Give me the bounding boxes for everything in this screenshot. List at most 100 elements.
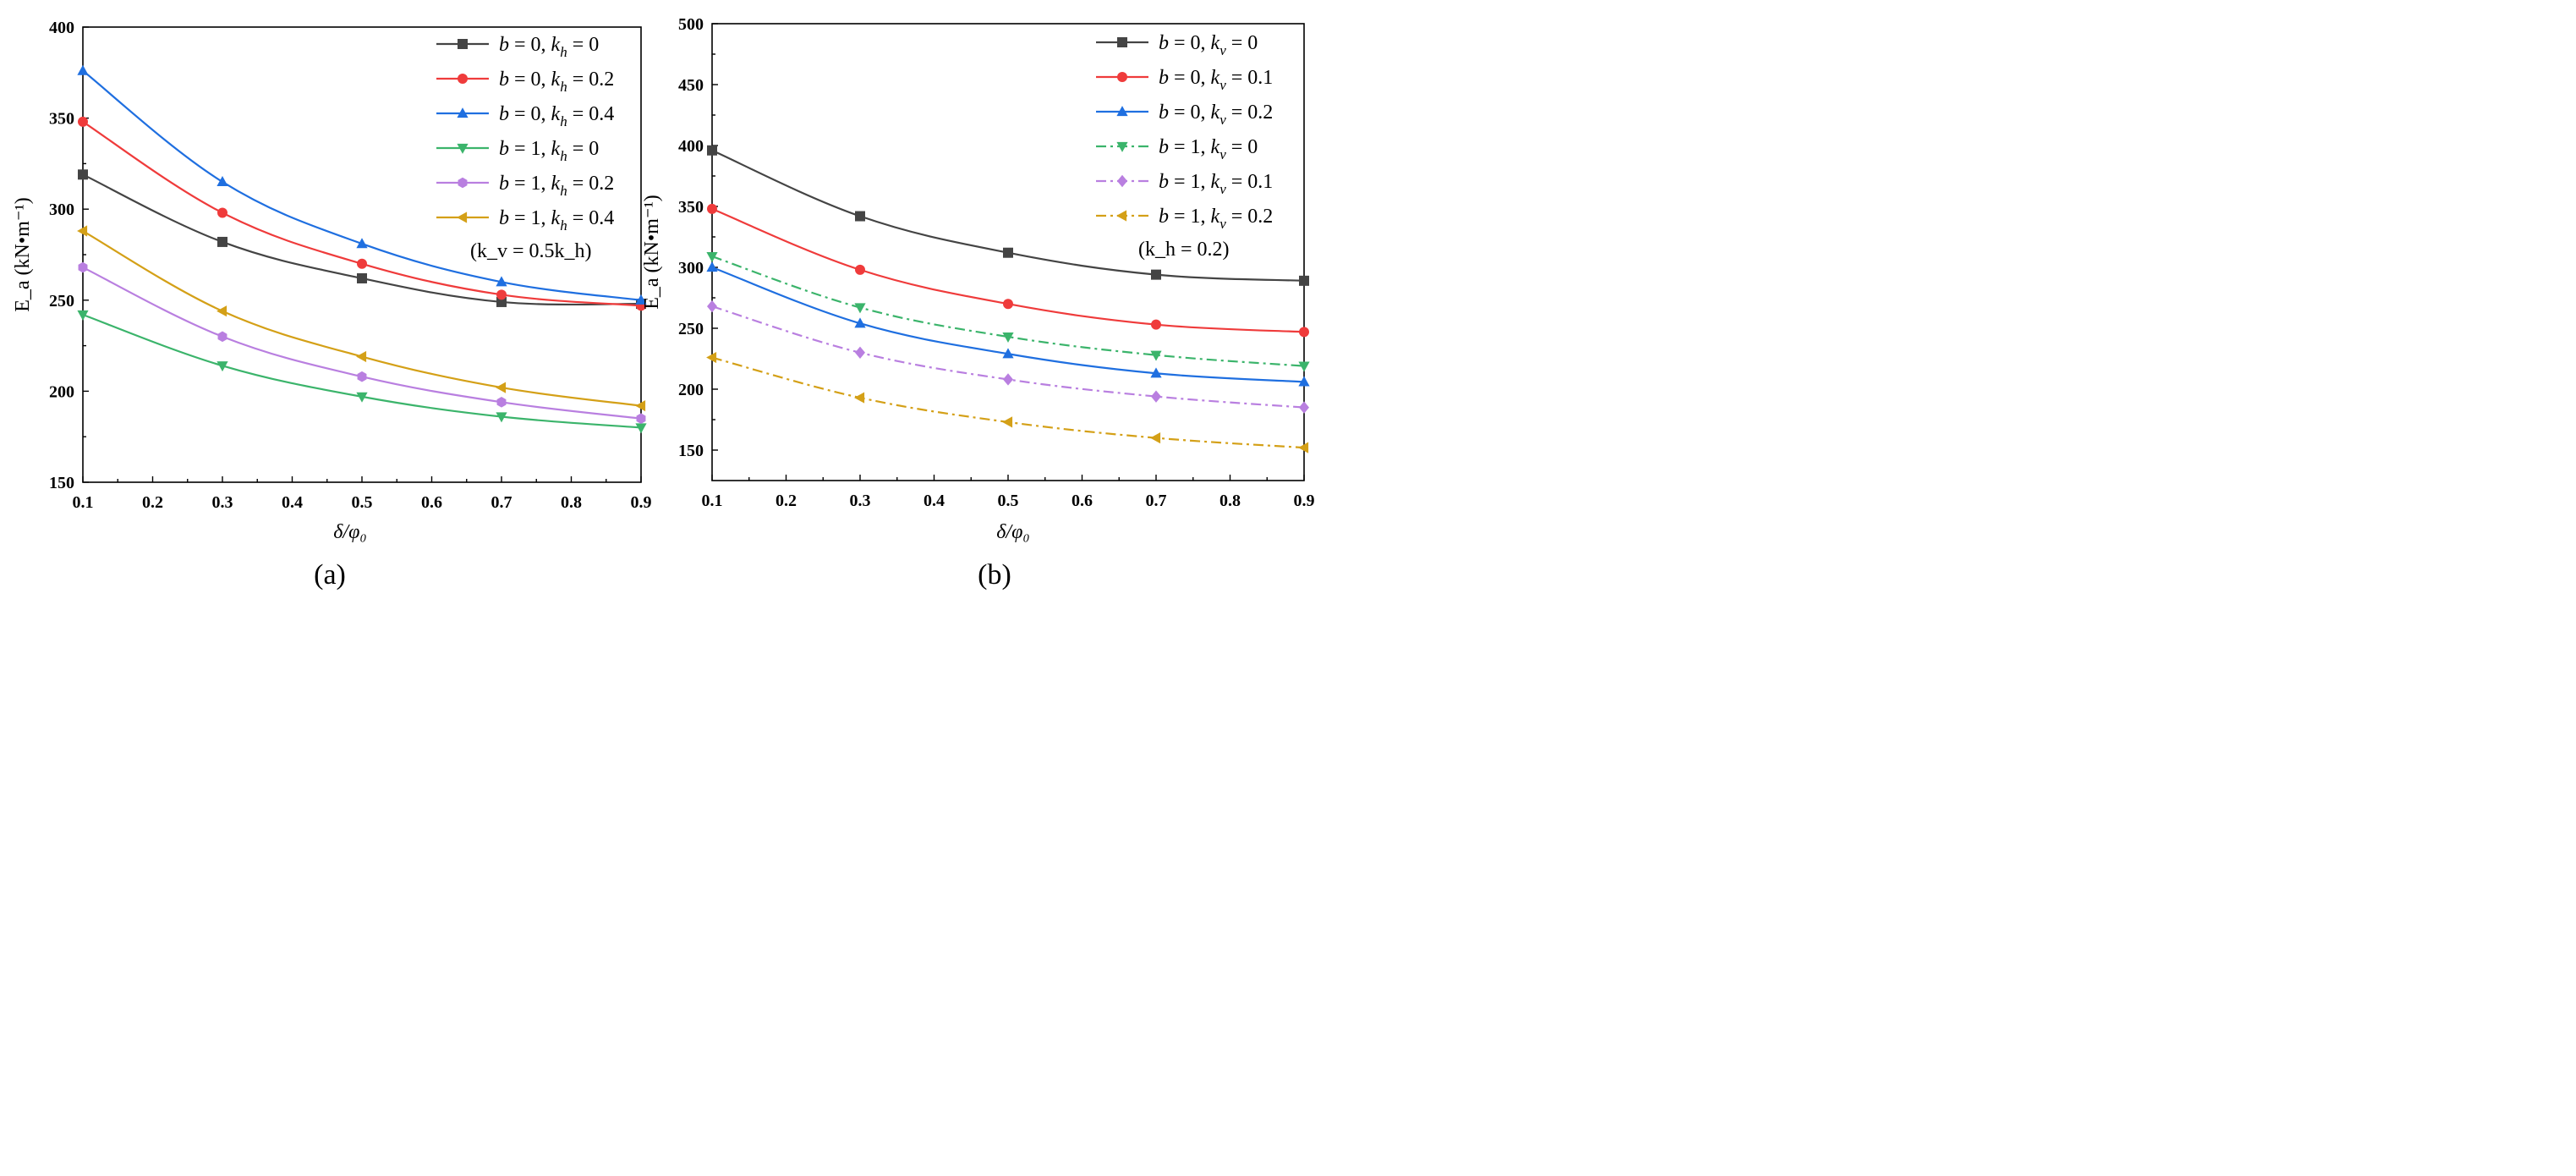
- data-point: [1150, 350, 1162, 361]
- y-tick-label: 400: [49, 19, 74, 37]
- data-point: [216, 305, 227, 317]
- figure: 0.1 0.2 0.3 0.4 0.5 0.6 0.7 0.8 0.9 150 200 250 300 3…: [12, 15, 1315, 591]
- legend-marker: [1116, 106, 1128, 117]
- legend-label: b = 0, kv = 0: [1159, 32, 1258, 58]
- x-tick-label: 0.9: [631, 493, 652, 512]
- data-point: [217, 236, 227, 247]
- data-point: [1003, 373, 1013, 386]
- data-point: [1299, 401, 1309, 414]
- y-tick-label: 300: [49, 201, 74, 219]
- data-point: [1151, 319, 1161, 330]
- data-point: [1298, 376, 1310, 387]
- x-tick-label: 0.1: [73, 493, 94, 512]
- data-point: [635, 294, 647, 305]
- legend-label: b = 1, kh = 0.4: [499, 207, 614, 234]
- data-point: [855, 346, 865, 359]
- data-point: [854, 317, 866, 328]
- data-point: [635, 400, 646, 412]
- series-1: [707, 203, 1309, 338]
- data-point: [706, 261, 718, 272]
- data-point: [854, 303, 866, 314]
- x-tick-label: 0.4: [282, 493, 303, 512]
- y-tick-label: 150: [49, 474, 74, 492]
- series-1: [78, 116, 646, 311]
- x-tick-label: 0.5: [352, 493, 373, 512]
- data-point: [707, 299, 717, 313]
- data-point: [78, 169, 88, 180]
- data-point: [1002, 332, 1014, 343]
- legend-label: b = 0, kv = 0.1: [1159, 67, 1273, 93]
- x-tick-label: 0.4: [924, 492, 945, 510]
- y-tick-label: 200: [678, 381, 704, 399]
- data-point: [496, 289, 507, 300]
- data-point: [635, 423, 647, 434]
- data-point: [1299, 327, 1309, 338]
- series-5: [77, 225, 646, 412]
- x-tick-label: 0.7: [1146, 492, 1167, 510]
- data-point: [636, 413, 646, 424]
- panel-label: (a): [314, 559, 346, 591]
- series-4: [707, 299, 1309, 414]
- x-axis-title: δ/φ₀: [996, 521, 1029, 543]
- data-point: [855, 264, 865, 275]
- data-point: [854, 392, 865, 404]
- data-point: [217, 331, 227, 343]
- data-point: [1151, 269, 1161, 280]
- legend-label: b = 0, kh = 0.4: [499, 103, 614, 129]
- legend-marker: [457, 143, 469, 154]
- data-point: [1150, 367, 1162, 378]
- legend-label: b = 1, kv = 0: [1159, 136, 1258, 162]
- data-point: [1298, 442, 1309, 453]
- y-tick-label: 500: [678, 15, 704, 34]
- x-tick-label: 0.3: [850, 492, 871, 510]
- data-point: [356, 350, 367, 363]
- x-tick-label: 0.1: [702, 492, 723, 510]
- series-2: [77, 64, 647, 305]
- data-point: [1299, 275, 1309, 286]
- y-tick-label: 450: [678, 76, 704, 95]
- y-tick-label: 250: [678, 320, 704, 338]
- legend-marker: [1116, 210, 1127, 222]
- data-point: [216, 361, 228, 372]
- legend-label: b = 1, kv = 0.1: [1159, 171, 1273, 197]
- data-point: [1151, 390, 1161, 403]
- legend-note: (k_h = 0.2): [1138, 239, 1230, 261]
- data-point: [707, 203, 717, 214]
- panel-label: (b): [978, 559, 1011, 591]
- series-0: [707, 145, 1309, 286]
- data-point: [706, 351, 717, 364]
- legend-label: b = 1, kv = 0.2: [1159, 206, 1273, 232]
- data-point: [357, 258, 367, 269]
- y-tick-label: 400: [678, 137, 704, 156]
- data-point: [706, 251, 718, 262]
- data-point: [357, 371, 367, 382]
- series-line: [711, 356, 1305, 449]
- data-point: [1150, 432, 1161, 444]
- data-point: [217, 207, 227, 218]
- legend-marker: [1117, 174, 1127, 188]
- x-tick-label: 0.9: [1294, 492, 1315, 510]
- series-3: [706, 251, 1310, 372]
- series-3: [77, 310, 647, 434]
- legend-marker: [1117, 72, 1127, 82]
- legend-label: b = 0, kh = 0.2: [499, 69, 614, 95]
- legend-label: b = 0, kh = 0: [499, 34, 599, 60]
- x-tick-label: 0.8: [1219, 492, 1241, 510]
- x-tick-label: 0.6: [1072, 492, 1093, 510]
- data-point: [1002, 348, 1014, 359]
- data-point: [1003, 299, 1013, 310]
- x-tick-label: 0.5: [998, 492, 1019, 510]
- x-tick-label: 0.2: [776, 492, 797, 510]
- legend-marker: [1116, 141, 1128, 152]
- series-line: [711, 256, 1305, 367]
- x-tick-label: 0.6: [421, 493, 442, 512]
- data-point: [357, 272, 367, 283]
- y-tick-label: 300: [678, 259, 704, 278]
- series-line: [711, 266, 1305, 383]
- data-point: [496, 382, 507, 393]
- y-tick-label: 150: [678, 442, 704, 460]
- chart-panel-b: 0.1 0.2 0.3 0.4 0.5 0.6 0.7 0.8 0.9 150 200 250 300 3…: [641, 15, 1315, 591]
- data-point: [1298, 361, 1310, 372]
- legend-marker: [458, 177, 468, 189]
- legend-label: b = 1, kh = 0: [499, 138, 599, 164]
